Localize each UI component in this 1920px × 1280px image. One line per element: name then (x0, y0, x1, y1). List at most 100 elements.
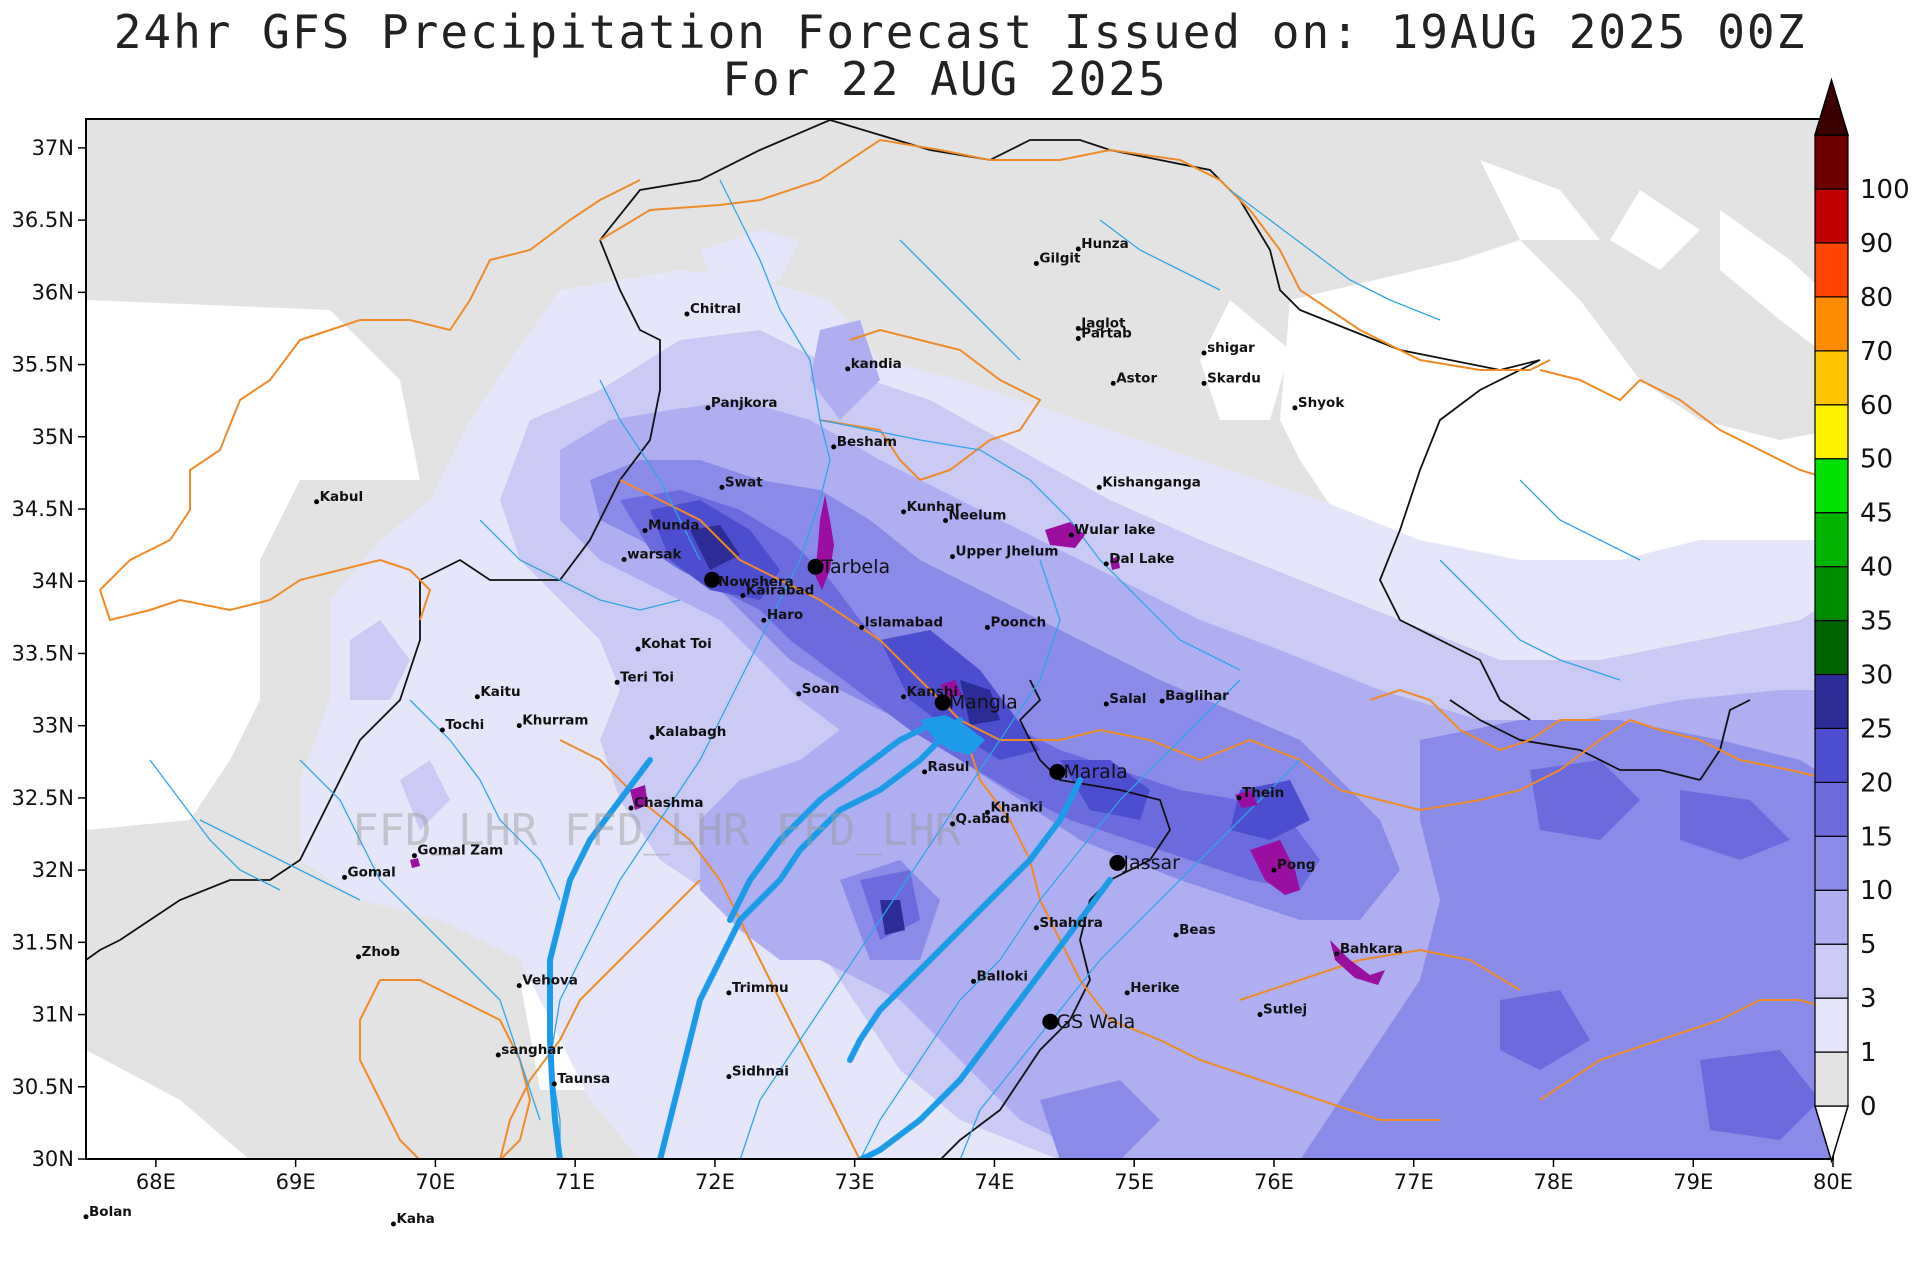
city-label: Trimmu (732, 980, 789, 996)
lon-tick-label: 79E (1673, 1170, 1713, 1194)
city-label: warsak (627, 547, 682, 563)
provincial-boundaries (99, 138, 1833, 1159)
city-label: Shahdra (1039, 915, 1103, 931)
country-boundary (86, 119, 1751, 1159)
legend-level-label: 30 (1860, 660, 1893, 690)
city-marker (1124, 990, 1130, 996)
city-label: Islamabad (865, 614, 943, 630)
legend-arrow-top (1813, 77, 1850, 136)
lat-tick-label: 34.5N (12, 497, 74, 521)
dam-station-label: Marala (1063, 761, 1127, 783)
legend-level-label: 15 (1860, 822, 1893, 852)
city-label: Kaitu (480, 684, 520, 700)
city-marker (551, 1081, 557, 1087)
city-label: Neelum (949, 508, 1007, 524)
legend-color-box (1814, 673, 1849, 730)
city-marker (705, 405, 711, 411)
lat-tick-label: 31N (32, 1003, 74, 1027)
city-label: Bolan (89, 1204, 132, 1220)
city-marker (901, 694, 907, 700)
city-label: Bahkara (1340, 941, 1403, 957)
city-marker (628, 805, 634, 811)
city-marker (1271, 867, 1277, 873)
lon-tick-label: 69E (276, 1170, 316, 1194)
legend-level-label: 1 (1860, 1038, 1877, 1068)
dam-station-marker (934, 694, 951, 711)
city-label: Gomal Zam (417, 843, 503, 859)
city-label: Kunhar (907, 499, 962, 515)
lon-tick-label: 73E (835, 1170, 875, 1194)
legend-level-label: 45 (1860, 499, 1893, 529)
city-label: Soan (802, 681, 840, 697)
city-marker (1075, 325, 1081, 331)
lon-tick-label: 72E (695, 1170, 735, 1194)
city-marker (726, 990, 732, 996)
city-marker (1110, 380, 1116, 386)
lon-tick-label: 76E (1254, 1170, 1294, 1194)
latitude-axis: 37N 36.5N 36N 35.5N 35N 34.5N 34N 33.5N 33N 32.5N… (12, 136, 86, 1171)
city-marker (1159, 698, 1165, 704)
city-label: Teri Toi (620, 669, 674, 685)
city-label: Jaglot (1080, 315, 1126, 331)
city-label: Salal (1109, 691, 1146, 707)
lon-tick-label: 71E (555, 1170, 595, 1194)
lat-tick-label: 33N (32, 714, 74, 738)
city-label: Tochi (445, 717, 484, 733)
lat-tick-label: 30.5N (12, 1075, 74, 1099)
city-label: Chitral (690, 301, 741, 317)
legend-level-label: 10 (1860, 876, 1893, 906)
city-label: Kalabagh (655, 724, 726, 740)
lon-tick-label: 77E (1394, 1170, 1434, 1194)
city-marker (439, 727, 445, 733)
city-label: Haro (767, 607, 803, 623)
city-marker (1292, 405, 1298, 411)
dam-station-label: Jassar (1122, 852, 1180, 874)
lat-tick-label: 30N (32, 1147, 74, 1171)
city-label: Poonch (990, 614, 1046, 630)
city-marker (516, 723, 522, 729)
city-label: Gomal (348, 864, 396, 880)
city-marker (859, 624, 865, 630)
city-label: Kabul (320, 489, 363, 505)
city-label: Rasul (928, 759, 970, 775)
city-marker (83, 1214, 89, 1220)
city-label: Thein (1242, 785, 1284, 801)
city-marker (1033, 925, 1039, 931)
longitude-axis: 68E 69E 70E 71E 72E 73E 74E 75E 76E 77E 78E 79E 80E (136, 1159, 1853, 1194)
city-label: Kishanganga (1102, 474, 1201, 490)
city-marker (922, 769, 928, 775)
city-marker (411, 853, 417, 859)
lat-tick-label: 32N (32, 858, 74, 882)
lat-tick-label: 36.5N (12, 208, 74, 232)
city-marker (1103, 561, 1109, 567)
city-marker (950, 821, 956, 827)
city-label: sanghar (501, 1042, 563, 1058)
city-label: Wular lake (1074, 522, 1155, 538)
legend-level-label: 50 (1860, 445, 1893, 475)
pong-reservoir (1250, 840, 1300, 895)
city-label: Skardu (1207, 370, 1261, 386)
chashma-reservoir (630, 785, 648, 810)
map-title-line2: For 22 AUG 2025 (722, 52, 1167, 106)
city-label: Baglihar (1165, 688, 1229, 704)
lat-tick-label: 33.5N (12, 641, 74, 665)
legend-color-box (1814, 781, 1849, 837)
lat-tick-label: 31.5N (12, 930, 74, 954)
mangla-reservoir-tip (940, 680, 962, 698)
city-label: Munda (648, 518, 699, 534)
city-marker (1075, 246, 1081, 252)
lon-tick-label: 80E (1813, 1170, 1853, 1194)
river-network (149, 179, 1641, 1159)
station-labels: Nowshera Tarbela Mangla Marala Jassar GS Wala (704, 556, 1180, 1033)
legend-level-label: 100 (1860, 175, 1910, 205)
legend-color-box (1814, 188, 1849, 244)
lon-tick-label: 75E (1114, 1170, 1154, 1194)
dal-lake (1110, 556, 1120, 570)
city-marker (1201, 380, 1207, 386)
legend-level-label: 20 (1860, 768, 1893, 798)
main-rivers (547, 717, 1113, 1159)
city-label: Beas (1179, 922, 1216, 938)
city-label: Pong (1277, 857, 1315, 873)
